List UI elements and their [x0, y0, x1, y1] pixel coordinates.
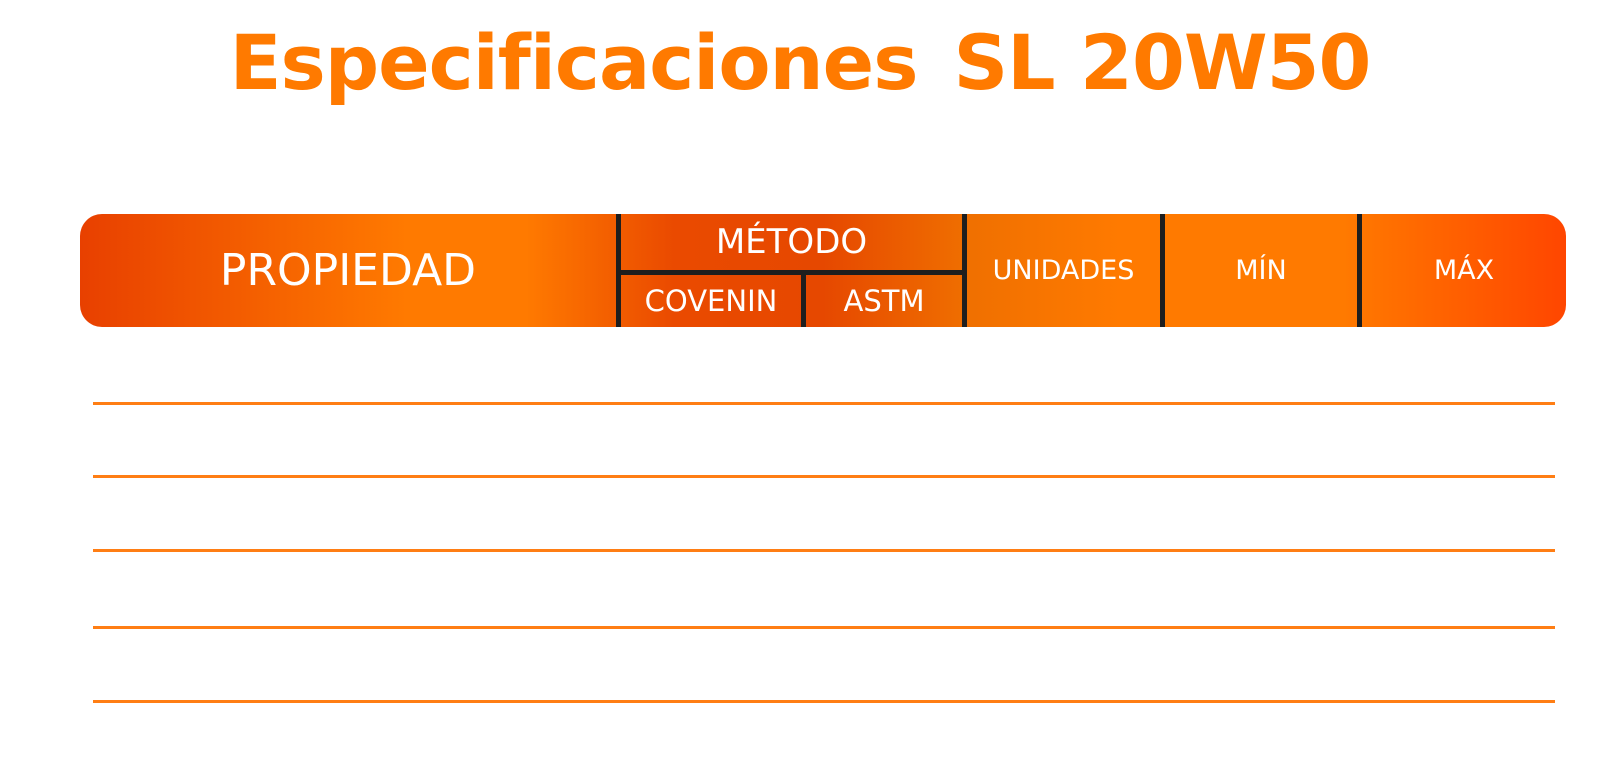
row-separator: [93, 475, 1555, 478]
header-unidades: UNIDADES: [992, 255, 1135, 286]
header-divider: [962, 214, 967, 327]
header-divider: [801, 275, 806, 327]
header-divider: [1357, 214, 1362, 327]
table-header: PROPIEDAD MÉTODO COVENIN ASTM UNIDADES M…: [80, 214, 1566, 327]
header-divider: [616, 214, 621, 327]
row-separator: [93, 626, 1555, 629]
page-title: Especificaciones SL 20W50: [0, 8, 1600, 118]
row-separator: [93, 700, 1555, 703]
header-propiedad: PROPIEDAD: [219, 245, 477, 296]
header-astm: ASTM: [843, 284, 925, 318]
header-max: MÁX: [1433, 255, 1495, 286]
header-divider: [621, 270, 962, 275]
header-min: MÍN: [1235, 255, 1287, 286]
header-metodo: MÉTODO: [715, 222, 868, 262]
row-separator: [93, 549, 1555, 552]
header-divider: [1160, 214, 1165, 327]
header-covenin: COVENIN: [644, 284, 778, 318]
page-title-part1: Especificaciones: [229, 18, 919, 107]
page-title-part2: SL 20W50: [953, 18, 1371, 107]
row-separator: [93, 402, 1555, 405]
